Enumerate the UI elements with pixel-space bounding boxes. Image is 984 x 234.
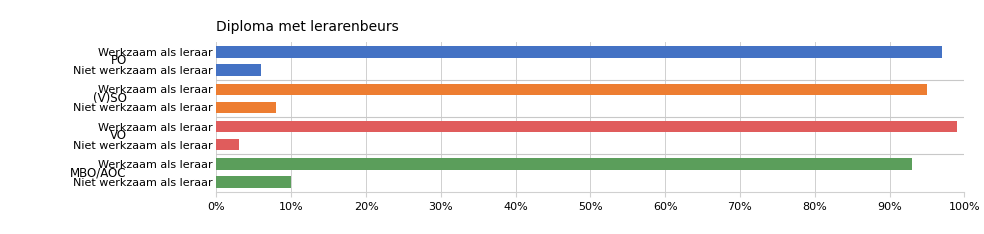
Text: (V)SO: (V)SO [92, 92, 127, 105]
Bar [216, 121, 956, 132]
Bar [216, 64, 262, 76]
Bar [216, 102, 277, 113]
Text: MBO/AOC: MBO/AOC [70, 167, 127, 180]
Bar [216, 176, 291, 188]
Text: VO: VO [110, 129, 127, 142]
Bar [216, 84, 927, 95]
Bar [216, 139, 239, 150]
Text: PO: PO [110, 54, 127, 67]
Bar [216, 46, 942, 58]
Bar [216, 158, 912, 170]
Text: Diploma met lerarenbeurs: Diploma met lerarenbeurs [216, 20, 400, 34]
